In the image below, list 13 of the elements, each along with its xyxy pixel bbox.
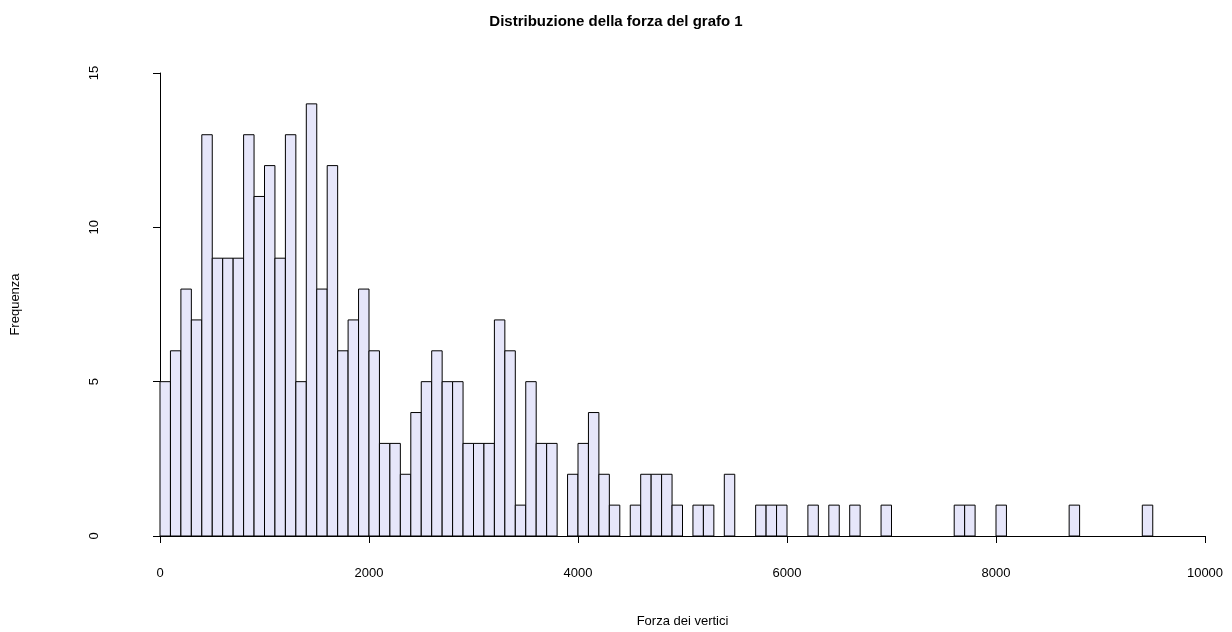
x-tick-label: 8000 xyxy=(981,565,1011,580)
y-tick-label: 5 xyxy=(86,378,101,386)
x-tick-label: 10000 xyxy=(1186,565,1224,580)
x-tick-label: 2000 xyxy=(354,565,384,580)
x-tick-label: 0 xyxy=(156,565,164,580)
y-tick-label: 0 xyxy=(86,532,101,540)
x-tick-label: 4000 xyxy=(563,565,593,580)
y-tick-label: 15 xyxy=(86,65,101,81)
x-tick-label: 6000 xyxy=(772,565,802,580)
chart-title: Distribuzione della forza del grafo 1 xyxy=(489,12,743,29)
y-tick-label: 10 xyxy=(86,220,101,235)
x-axis-title: Forza dei vertici xyxy=(636,613,729,628)
y-axis-title: Frequenza xyxy=(7,272,22,336)
